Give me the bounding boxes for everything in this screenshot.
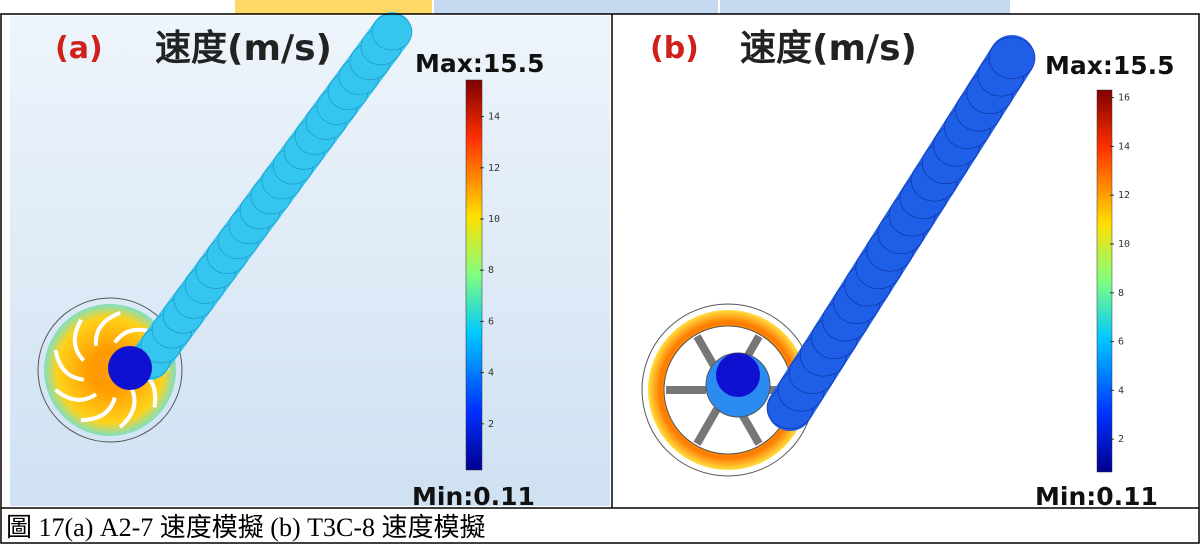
hub	[108, 346, 152, 390]
tick-label: 12	[1118, 190, 1130, 201]
tick-label: 2	[1118, 434, 1124, 445]
tick-label: 10	[488, 214, 500, 225]
header-cell	[720, 0, 1010, 14]
colorbar	[465, 79, 483, 471]
min-label: Min:0.11	[412, 482, 535, 511]
tick-label: 8	[1118, 288, 1124, 299]
min-label: Min:0.11	[1035, 482, 1158, 511]
tick-label: 14	[1118, 141, 1130, 152]
caption: 圖 17(a) A2-7 速度模擬 (b) T3C-8 速度模擬	[6, 513, 486, 542]
blade	[53, 349, 84, 382]
quantity-label: 速度(m/s)	[740, 28, 917, 69]
tick-label: 8	[488, 265, 494, 276]
simulation-a	[37, 12, 413, 443]
header-cell	[434, 0, 718, 14]
spoke	[693, 407, 721, 446]
tick-label: 2	[488, 419, 494, 430]
table-border	[0, 13, 1200, 544]
max-label: Max:15.5	[415, 49, 545, 78]
tick-label: 14	[488, 112, 500, 123]
pipe-segment	[988, 36, 1036, 80]
pipe-segment	[371, 13, 413, 51]
max-label: Max:15.5	[1045, 51, 1175, 80]
tick-label: 4	[1118, 385, 1124, 396]
header-cell	[235, 0, 432, 14]
blade	[54, 388, 98, 402]
tick-label: 6	[1118, 337, 1124, 348]
casing	[37, 297, 183, 443]
panel-tag: (a)	[55, 31, 103, 66]
tick-label: 6	[488, 316, 494, 327]
panel-tag: (b)	[650, 31, 699, 66]
blade	[80, 396, 117, 423]
blade	[72, 318, 86, 362]
colorbar	[1096, 89, 1113, 473]
tick-label: 16	[1118, 93, 1130, 104]
tick-label: 12	[488, 163, 500, 174]
simulation-b	[641, 35, 1036, 477]
hub	[716, 353, 760, 397]
blade	[118, 387, 137, 429]
blade	[93, 311, 121, 346]
tick-label: 10	[1118, 239, 1130, 250]
quantity-label: 速度(m/s)	[155, 28, 332, 69]
tick-label: 4	[488, 368, 494, 379]
